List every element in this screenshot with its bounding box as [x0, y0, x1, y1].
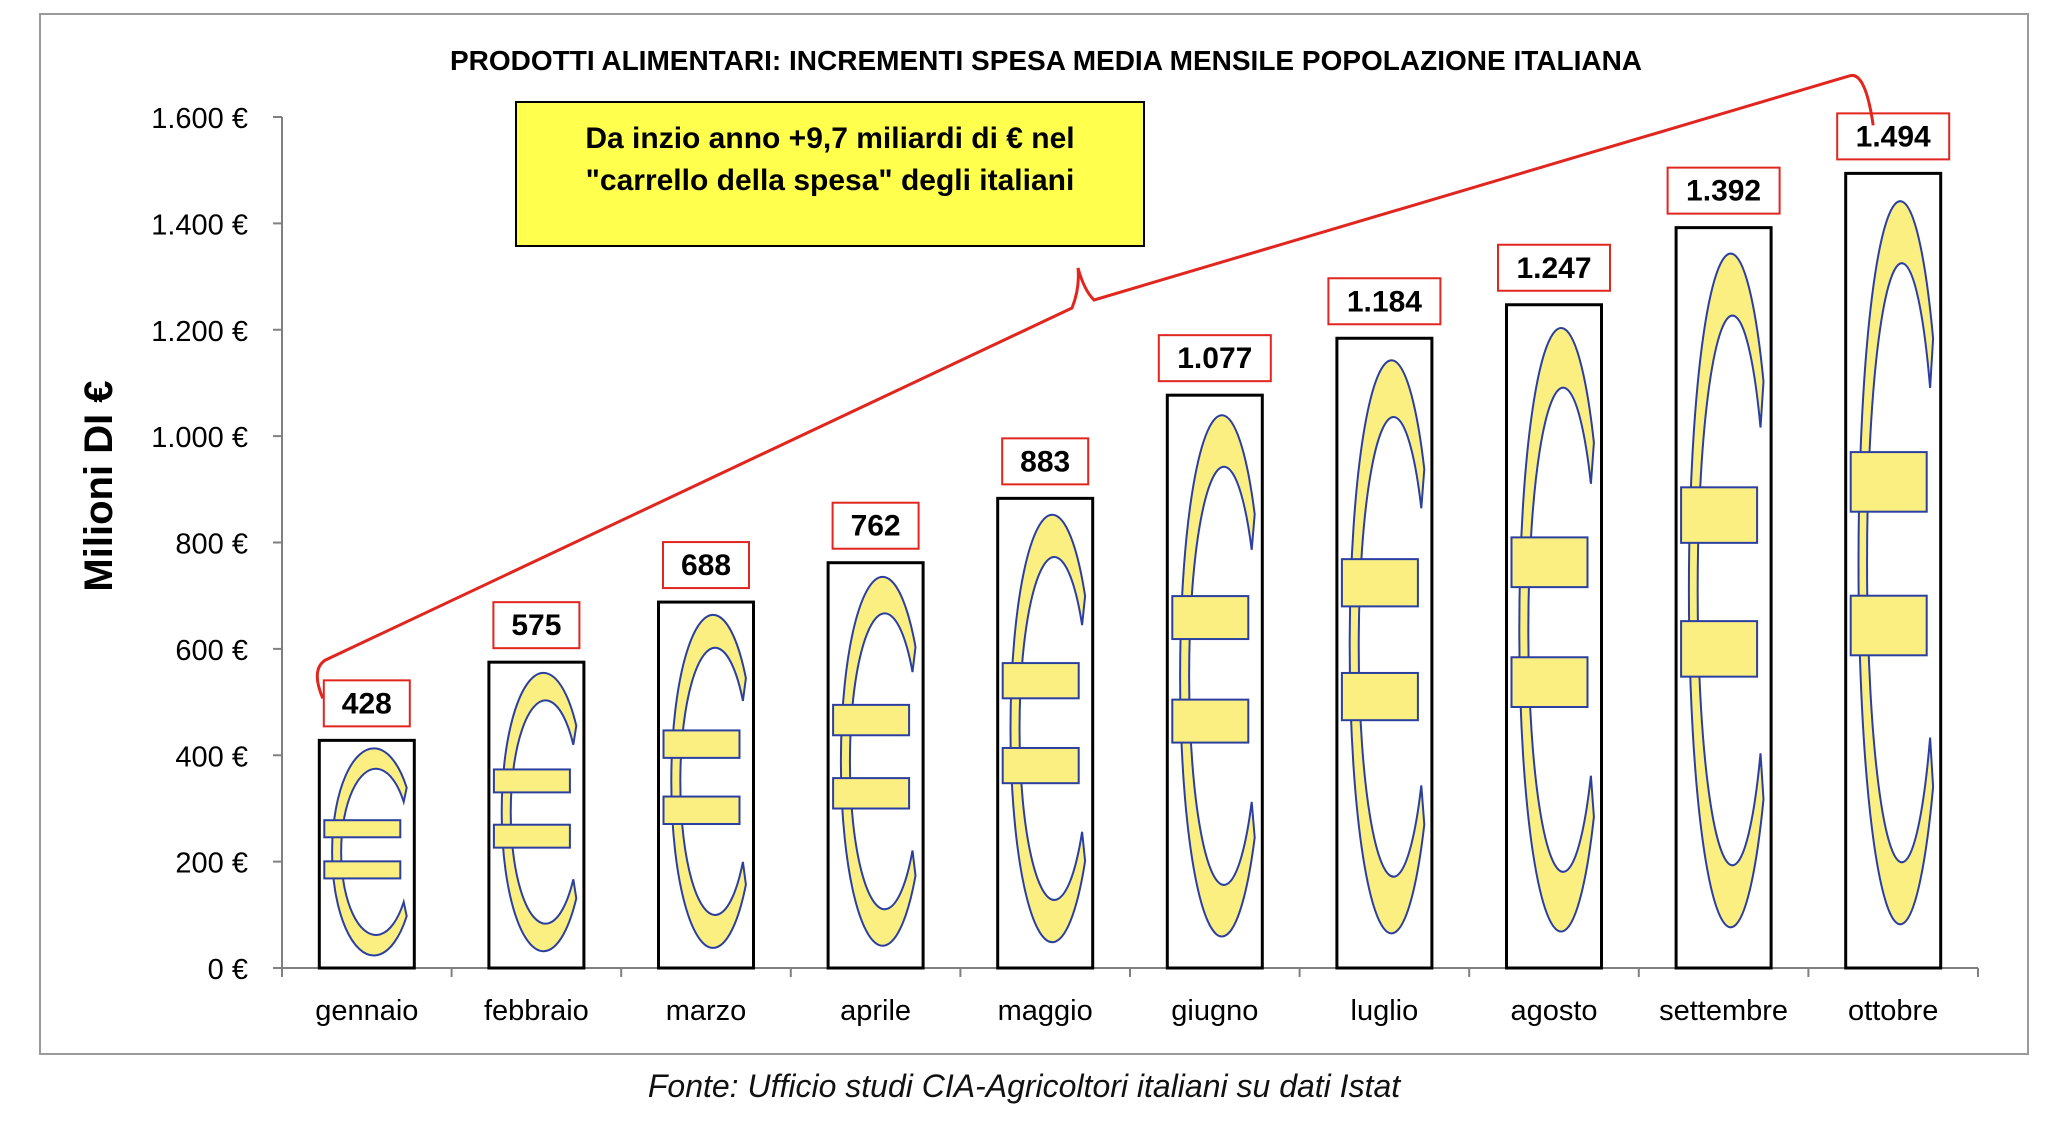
euro-icon: [662, 613, 747, 949]
euro-bar-stroke: [1171, 698, 1250, 744]
x-tick-label: febbraio: [484, 995, 589, 1027]
data-label: 883: [1020, 445, 1070, 478]
annotation-box: [515, 101, 1145, 247]
annotation-brace: [315, 73, 1875, 699]
euro-bar-stroke: [832, 777, 911, 810]
data-label-box: [662, 541, 750, 590]
x-tick-label: marzo: [666, 995, 747, 1027]
y-axis: 0 € 200 € 400 € 600 € 800 € 1.000 € 1.200 € 1.4…: [151, 103, 283, 986]
euro-bar-stroke: [832, 703, 911, 737]
chart-title: PRODOTTI ALIMENTARI: INCREMENTI SPESA ME…: [450, 45, 1642, 76]
x-tick-label: maggio: [998, 995, 1093, 1027]
euro-bar-stroke: [1849, 451, 1928, 513]
x-tick-label: agosto: [1510, 995, 1597, 1027]
euro-bar-stroke: [1001, 746, 1080, 785]
euro-bar-stroke: [1680, 486, 1759, 544]
euro-crescent: [500, 671, 578, 953]
data-label-box: [1497, 243, 1611, 292]
euro-crescent: [1179, 414, 1256, 938]
euro-bar-stroke: [1340, 558, 1419, 608]
euro-crescent: [1857, 200, 1935, 926]
euro-bar-stroke: [1171, 595, 1250, 641]
y-tick-label: 1.000 €: [151, 422, 248, 454]
euro-bar-stroke: [1680, 620, 1759, 678]
euro-icon: [1171, 414, 1256, 938]
euro-crescent: [839, 575, 917, 947]
data-label: 688: [681, 549, 731, 582]
euro-bar-stroke: [662, 729, 741, 759]
bars: [317, 171, 1943, 970]
data-label-box: [1157, 334, 1272, 383]
annotation-text-line1: Da inzio anno +9,7 miliardi di € nel: [585, 122, 1074, 155]
euro-crescent: [1348, 359, 1426, 935]
y-tick-label: 0 €: [208, 954, 248, 986]
euro-icon: [323, 747, 408, 957]
euro-bar-stroke: [323, 860, 402, 880]
x-tick-label: ottobre: [1848, 995, 1938, 1027]
data-label: 1.184: [1347, 285, 1422, 318]
euro-icon: [1680, 252, 1765, 929]
data-label: 1.494: [1856, 120, 1931, 153]
euro-icon: [492, 671, 578, 953]
data-label: 1.392: [1686, 175, 1761, 208]
euro-icon: [832, 575, 917, 947]
data-label-box: [831, 501, 920, 550]
euro-crescent: [1009, 513, 1087, 944]
y-tick-label: 1.200 €: [151, 316, 248, 348]
data-label: 428: [342, 687, 392, 720]
data-label-box: [322, 679, 411, 728]
euro-bar-stroke: [1340, 671, 1419, 722]
data-label-box: [1001, 437, 1090, 486]
euro-bar-stroke: [662, 795, 741, 826]
data-label-box: [1666, 166, 1781, 215]
data-label-box: [492, 601, 581, 650]
euro-bar-stroke: [323, 819, 402, 839]
x-tick-label: giugno: [1171, 995, 1258, 1027]
annotation-text-line2: "carrello della spesa" degli italiani: [586, 164, 1075, 197]
x-tick-label: gennaio: [315, 995, 418, 1027]
data-label: 1.247: [1516, 252, 1591, 285]
euro-bar-stroke: [492, 823, 571, 849]
data-label: 575: [511, 609, 561, 642]
y-tick-label: 200 €: [175, 848, 248, 880]
euro-crescent: [670, 613, 747, 949]
data-label-box: [1836, 112, 1951, 161]
euro-bar-stroke: [1001, 662, 1080, 700]
data-label: 1.077: [1177, 342, 1252, 375]
data-label: 762: [851, 510, 901, 543]
y-axis-label: Milioni DI €: [77, 380, 121, 591]
euro-icon: [1849, 200, 1935, 926]
euro-icon: [1510, 326, 1595, 933]
euro-bar-stroke: [1510, 536, 1589, 589]
data-label-box: [1327, 277, 1442, 326]
y-tick-label: 400 €: [175, 741, 248, 773]
euro-crescent: [1687, 252, 1765, 929]
euro-bar-stroke: [1849, 594, 1928, 657]
y-tick-label: 1.600 €: [151, 103, 248, 135]
euro-icon: [1001, 513, 1087, 944]
x-tick-label: settembre: [1659, 995, 1788, 1027]
y-tick-label: 800 €: [175, 529, 248, 561]
euro-bar-stroke: [1510, 656, 1589, 709]
data-labels: 428 575 688 762 883 1.077 1.184 1.247 1.392 1.494: [322, 112, 1951, 728]
y-tick-label: 600 €: [175, 635, 248, 667]
euro-bar-stroke: [492, 768, 571, 794]
x-tick-label: luglio: [1351, 995, 1419, 1027]
euro-crescent: [331, 747, 408, 957]
x-tick-label: aprile: [840, 995, 911, 1027]
euro-icon: [1340, 359, 1426, 935]
euro-crescent: [1518, 326, 1595, 933]
y-tick-label: 1.400 €: [151, 209, 248, 241]
source-note: Fonte: Ufficio studi CIA-Agricoltori ita…: [647, 1068, 1401, 1104]
